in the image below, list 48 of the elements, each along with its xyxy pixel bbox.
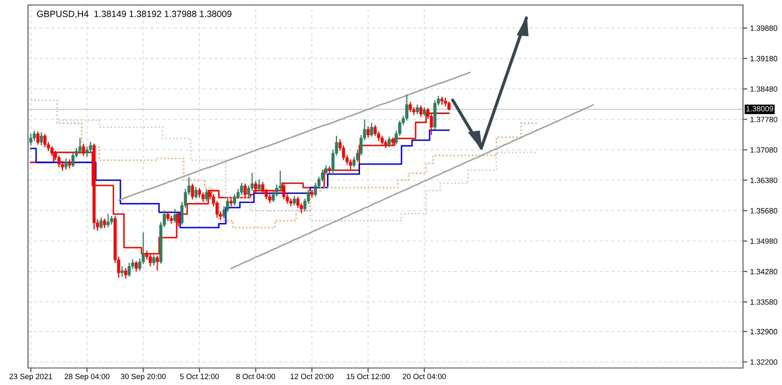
text: GBPUSD,H4 1.38149 1.38192 1.37988 1.38009 (37, 10, 232, 18)
candlestick (244, 183, 247, 198)
candlestick (349, 158, 352, 170)
candlestick (419, 104, 422, 118)
candlestick (173, 208, 176, 224)
candlestick (282, 183, 286, 200)
candlestick (50, 146, 54, 156)
candlestick (433, 100, 436, 130)
candlestick (254, 180, 258, 193)
candlestick (36, 130, 40, 146)
candlestick (120, 266, 124, 278)
line-series (118, 72, 471, 201)
candlestick (68, 158, 71, 170)
candlestick (296, 196, 300, 209)
candlestick (134, 260, 138, 272)
candlestick (416, 104, 419, 115)
candlestick (388, 136, 391, 148)
candlestick (204, 188, 208, 202)
candlestick (370, 122, 374, 138)
candlestick (57, 154, 60, 168)
candlestick (405, 94, 408, 122)
candlestick (166, 210, 170, 222)
candlestick (89, 141, 92, 153)
candlestick (152, 254, 156, 266)
candlestick (366, 126, 370, 138)
candlestick (100, 217, 103, 230)
candlestick (78, 137, 82, 155)
candlestick (240, 182, 244, 196)
candlestick (258, 178, 261, 192)
candlestick (103, 218, 106, 229)
candlestick (40, 132, 43, 146)
candlestick (64, 158, 68, 170)
candlestick (32, 130, 36, 142)
candlestick (82, 143, 86, 156)
candlestick (71, 152, 74, 168)
candlestick (106, 214, 110, 228)
candlestick (190, 183, 194, 200)
candlestick (408, 101, 412, 112)
line-series (230, 104, 594, 270)
candlestick (292, 195, 296, 206)
candlestick (43, 134, 46, 148)
candlestick (128, 262, 131, 278)
candlestick (29, 133, 32, 146)
candlestick (201, 192, 204, 202)
candlestick (198, 187, 201, 198)
candlestick (124, 267, 128, 279)
candlestick (194, 186, 198, 200)
candlestick (176, 212, 180, 227)
